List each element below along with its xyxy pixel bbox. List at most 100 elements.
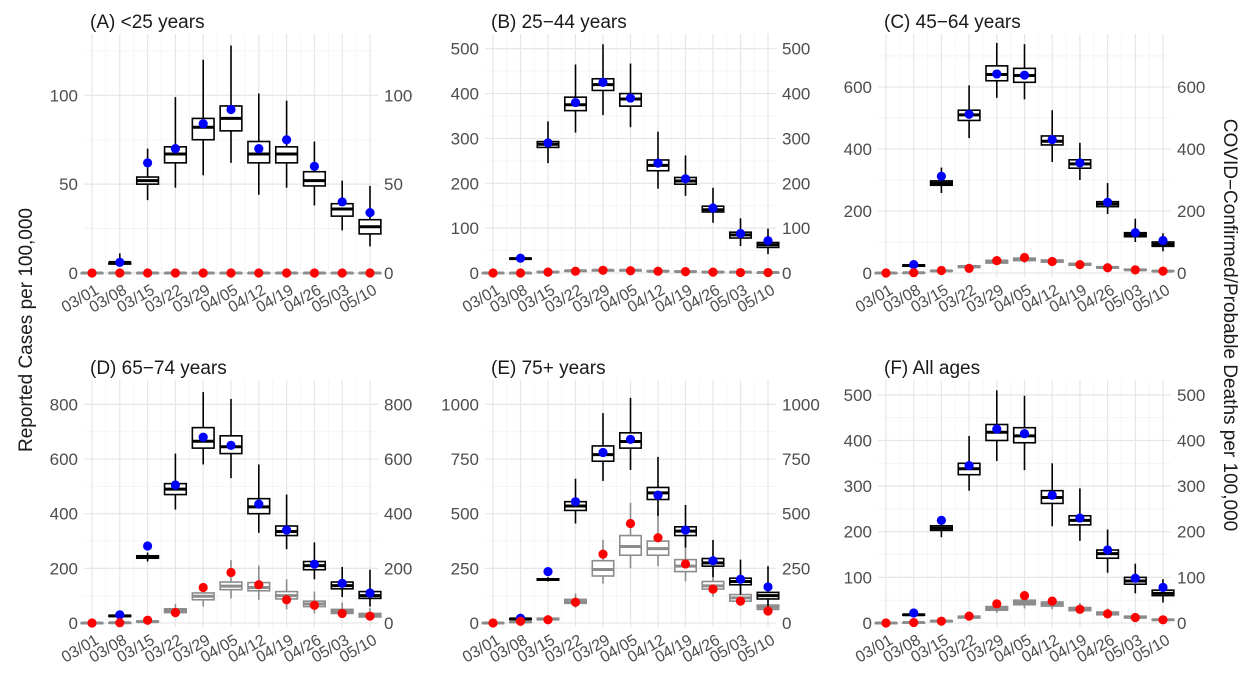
cases-box [302, 170, 327, 187]
cases-observed-point [936, 515, 947, 525]
y-tick-label-right: 50 [384, 175, 403, 194]
deaths-observed-point [115, 618, 125, 628]
deaths-observed-point [515, 268, 526, 278]
deaths-observed-point [964, 611, 974, 621]
cases-observed-point [1130, 573, 1140, 583]
y-tick-label-left: 300 [844, 477, 872, 496]
cases-observed-point [226, 440, 236, 450]
cases-observed-point [282, 135, 292, 145]
y-tick-label-right: 0 [782, 614, 791, 633]
deaths-observed-point [309, 600, 319, 610]
y-tick-label-left: 600 [50, 450, 78, 469]
cases-observed-point [198, 119, 208, 129]
deaths-observed-point [515, 616, 526, 626]
y-tick-label-left: 400 [844, 140, 872, 159]
y-tick-label-right: 0 [1177, 264, 1186, 283]
deaths-observed-point [909, 268, 919, 278]
deaths-observed-point [115, 268, 125, 278]
deaths-observed-point [881, 618, 891, 628]
cases-observed-point [598, 77, 608, 87]
deaths-observed-point [570, 266, 581, 276]
deaths-observed-point [964, 263, 974, 273]
deaths-observed-point [708, 584, 718, 594]
cases-observed-point [1158, 235, 1168, 246]
deaths-observed-point [1075, 260, 1085, 270]
y-tick-label-left: 750 [451, 450, 479, 469]
deaths-observed-point [1103, 263, 1113, 273]
deaths-observed-point [365, 611, 375, 621]
cases-observed-point [708, 556, 718, 566]
deaths-observed-point [337, 268, 347, 278]
deaths-observed-point [226, 567, 236, 578]
y-tick-label-right: 300 [782, 129, 810, 148]
deaths-observed-point [625, 266, 636, 276]
cases-observed-point [115, 257, 125, 267]
cases-observed-point [964, 109, 974, 119]
deaths-observed-point [282, 595, 292, 605]
deaths-observed-point [881, 268, 891, 278]
panel-title: (B) 25−44 years [491, 12, 627, 33]
y-tick-label-right: 500 [782, 505, 810, 524]
y-tick-label-left: 200 [50, 559, 78, 578]
cases-observed-point [909, 608, 919, 618]
cases-observed-point [543, 567, 553, 577]
deaths-observed-point [625, 518, 636, 529]
cases-observed-point [570, 97, 581, 108]
cases-observed-point [198, 432, 208, 442]
y-tick-label-right: 1000 [782, 395, 820, 414]
deaths-observed-point [735, 596, 746, 606]
cases-observed-point [1047, 490, 1057, 500]
y-tick-label-right: 400 [1177, 431, 1205, 450]
y-tick-label-left: 100 [50, 86, 78, 105]
deaths-observed-point [1075, 604, 1085, 614]
deaths-observed-point [309, 268, 319, 278]
cases-observed-point [735, 228, 746, 239]
deaths-observed-point [488, 618, 498, 628]
deaths-observed-point [337, 608, 347, 619]
y-tick-label-right: 400 [1177, 140, 1205, 159]
panel-d: 0 0 200 200 400 400 600 600 800 800 (D) 65−74 year… [50, 358, 413, 666]
y-tick-label-left: 50 [59, 175, 78, 194]
cases-observed-point [143, 158, 153, 168]
deaths-observed-point [909, 617, 919, 628]
cases-observed-point [763, 236, 773, 246]
cases-observed-point [254, 144, 264, 154]
y-axis-label-right: COVID−Confirmed/Probable Deaths per 100,… [1219, 119, 1240, 531]
cases-observed-point [309, 161, 319, 171]
panel-b: 0 0 100 100 200 200 300 300 400 400 500 500 (B) 25−4… [451, 12, 811, 316]
deaths-observed-point [254, 268, 264, 278]
y-tick-label-right: 400 [782, 85, 810, 104]
y-tick-label-left: 100 [451, 219, 479, 238]
cases-box [191, 117, 215, 141]
cases-observed-point [1075, 158, 1085, 168]
cases-observed-point [365, 207, 375, 218]
deaths-observed-point [254, 580, 264, 590]
cases-observed-point [992, 69, 1002, 79]
deaths-observed-point [198, 582, 208, 593]
deaths-observed-point [170, 608, 180, 618]
y-tick-label-left: 0 [69, 614, 78, 633]
deaths-observed-point [763, 606, 773, 616]
deaths-observed-point [198, 268, 208, 278]
y-tick-label-right: 0 [384, 264, 393, 283]
cases-observed-point [1019, 70, 1030, 80]
y-tick-label-right: 600 [384, 450, 412, 469]
deaths-observed-point [543, 615, 553, 625]
y-tick-label-right: 200 [1177, 202, 1205, 221]
deaths-observed-point [488, 268, 498, 278]
cases-observed-point [1103, 545, 1113, 555]
cases-observed-point [992, 424, 1002, 434]
y-tick-label-left: 400 [844, 431, 872, 450]
cases-observed-point [115, 610, 125, 620]
cases-observed-point [226, 104, 236, 115]
y-tick-label-right: 0 [782, 264, 791, 283]
cases-observed-point [143, 541, 153, 551]
cases-observed-point [680, 525, 691, 535]
deaths-observed-point [653, 266, 663, 276]
cases-observed-point [337, 197, 347, 207]
y-tick-label-right: 100 [1177, 568, 1205, 587]
deaths-observed-point [763, 267, 773, 278]
deaths-observed-point [1158, 615, 1168, 625]
